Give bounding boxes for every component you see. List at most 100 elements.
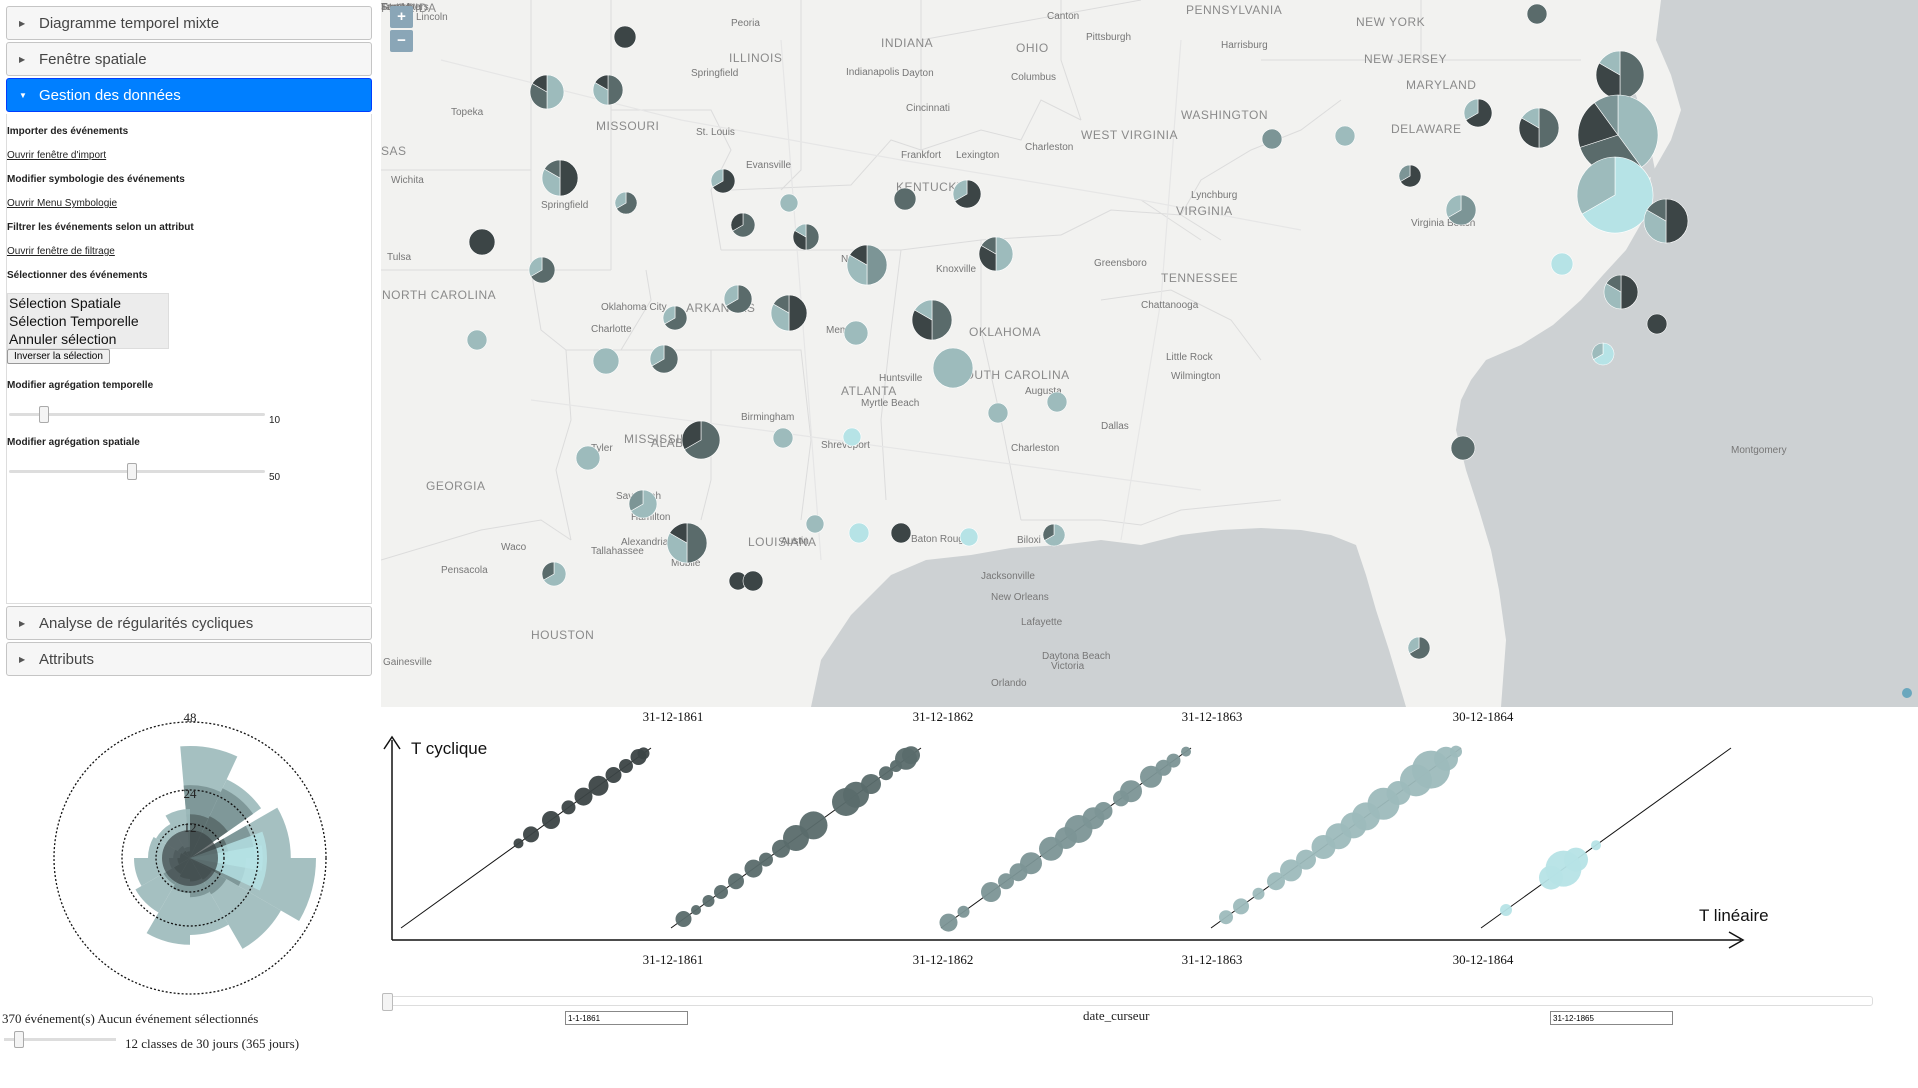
- slider-handle[interactable]: [38, 406, 49, 423]
- event-pie-marker[interactable]: [528, 256, 556, 284]
- event-pie-marker[interactable]: [1577, 94, 1659, 176]
- timeline-event-bubble[interactable]: [981, 882, 1001, 902]
- event-pie-slice[interactable]: [575, 445, 601, 471]
- event-pie-marker[interactable]: [1042, 523, 1066, 547]
- event-pie-slice[interactable]: [1605, 274, 1622, 293]
- event-pie-marker[interactable]: [666, 522, 708, 564]
- event-pie-slice[interactable]: [1577, 102, 1619, 148]
- event-pie-marker[interactable]: [770, 294, 808, 332]
- event-pie-marker[interactable]: [1550, 252, 1574, 276]
- event-pie-slice[interactable]: [1665, 198, 1689, 244]
- event-pie-slice[interactable]: [1447, 194, 1477, 226]
- event-pie-marker[interactable]: [792, 223, 820, 251]
- event-pie-slice[interactable]: [1445, 194, 1462, 218]
- timeline-event-bubble[interactable]: [1252, 887, 1265, 900]
- event-pie-marker[interactable]: [843, 320, 869, 346]
- event-pie-marker[interactable]: [613, 25, 637, 49]
- event-pie-slice[interactable]: [630, 489, 658, 519]
- end-date-input[interactable]: [1550, 1011, 1673, 1025]
- event-pie-slice[interactable]: [1643, 209, 1667, 244]
- event-pie-slice[interactable]: [662, 305, 676, 325]
- timeline-event-bubble[interactable]: [675, 911, 692, 927]
- event-pie-slice[interactable]: [732, 212, 756, 238]
- event-pie-slice[interactable]: [866, 244, 888, 286]
- event-pie-slice[interactable]: [1409, 636, 1431, 660]
- timeline-event-bubble[interactable]: [691, 905, 701, 915]
- event-pie-slice[interactable]: [773, 294, 790, 314]
- timeline-event-bubble[interactable]: [1564, 847, 1588, 872]
- event-pie-marker[interactable]: [1450, 435, 1476, 461]
- timeline-event-bubble[interactable]: [513, 838, 524, 849]
- timeline-event-bubble[interactable]: [1450, 745, 1462, 758]
- timeline-event-bubble[interactable]: [714, 885, 728, 899]
- timeline-event-bubble[interactable]: [759, 852, 773, 867]
- option-temporal-selection[interactable]: Sélection Temporelle: [9, 313, 139, 329]
- event-pie-slice[interactable]: [1518, 117, 1540, 149]
- event-pie-marker[interactable]: [1518, 107, 1560, 149]
- timeline-event-bubble[interactable]: [957, 905, 970, 918]
- event-pie-slice[interactable]: [1450, 435, 1476, 461]
- timeline-event-bubble[interactable]: [728, 873, 744, 890]
- event-pie-slice[interactable]: [1617, 94, 1659, 168]
- event-pie-slice[interactable]: [931, 299, 953, 341]
- event-pie-marker[interactable]: [805, 514, 825, 534]
- event-pie-marker[interactable]: [1576, 156, 1654, 234]
- event-pie-slice[interactable]: [1550, 252, 1574, 276]
- event-pie-marker[interactable]: [1046, 391, 1068, 413]
- event-pie-slice[interactable]: [954, 179, 982, 209]
- event-pie-marker[interactable]: [1398, 164, 1422, 188]
- event-pie-slice[interactable]: [914, 299, 933, 321]
- event-pie-slice[interactable]: [530, 256, 556, 284]
- event-pie-slice[interactable]: [666, 532, 688, 564]
- option-cancel-selection[interactable]: Annuler sélection: [9, 331, 117, 347]
- event-pie-slice[interactable]: [995, 236, 1014, 272]
- event-pie-slice[interactable]: [528, 256, 543, 277]
- zoom-out-button[interactable]: −: [390, 30, 413, 52]
- timeline-event-bubble[interactable]: [879, 766, 893, 781]
- event-pie-marker[interactable]: [842, 427, 862, 447]
- event-pie-marker[interactable]: [890, 522, 912, 544]
- event-pie-marker[interactable]: [1407, 636, 1431, 660]
- event-pie-marker[interactable]: [1463, 98, 1493, 128]
- timeline-event-bubble[interactable]: [799, 811, 828, 840]
- class-slider-track[interactable]: [4, 1038, 116, 1041]
- event-pie-marker[interactable]: [529, 74, 565, 110]
- timeline-event-bubble[interactable]: [902, 746, 920, 765]
- event-pie-marker[interactable]: [779, 193, 799, 213]
- event-pie-slice[interactable]: [805, 514, 825, 534]
- event-pie-slice[interactable]: [1593, 342, 1615, 366]
- event-pie-slice[interactable]: [842, 427, 862, 447]
- timeline-event-bubble[interactable]: [939, 913, 958, 932]
- event-pie-marker[interactable]: [978, 236, 1014, 272]
- event-pie-slice[interactable]: [546, 74, 565, 110]
- timeline-event-bubble[interactable]: [1296, 849, 1316, 870]
- event-pie-marker[interactable]: [952, 179, 982, 209]
- timeline-event-bubble[interactable]: [744, 859, 763, 878]
- event-pie-slice[interactable]: [890, 522, 912, 544]
- event-pie-slice[interactable]: [1407, 636, 1420, 654]
- event-pie-slice[interactable]: [684, 420, 721, 460]
- event-pie-marker[interactable]: [1261, 128, 1283, 150]
- event-pie-slice[interactable]: [843, 320, 869, 346]
- event-pie-marker[interactable]: [468, 228, 496, 256]
- timeline-event-bubble[interactable]: [1166, 753, 1181, 768]
- timeline-event-bubble[interactable]: [574, 787, 593, 806]
- event-pie-slice[interactable]: [1591, 342, 1604, 360]
- timeline-event-bubble[interactable]: [1120, 780, 1142, 803]
- event-pie-marker[interactable]: [575, 445, 601, 471]
- event-pie-marker[interactable]: [710, 168, 736, 194]
- event-pie-marker[interactable]: [1445, 194, 1477, 226]
- event-pie-marker[interactable]: [1334, 125, 1356, 147]
- timeline-event-bubble[interactable]: [1020, 852, 1042, 875]
- temporal-agg-slider[interactable]: 10: [7, 401, 371, 427]
- event-pie-marker[interactable]: [959, 527, 979, 547]
- filter-link[interactable]: Ouvrir fenêtre de filtrage: [7, 246, 115, 257]
- event-pie-slice[interactable]: [1398, 164, 1411, 182]
- event-pie-slice[interactable]: [1576, 156, 1616, 215]
- spatial-agg-slider[interactable]: 50: [7, 458, 371, 484]
- event-pie-slice[interactable]: [805, 223, 820, 251]
- event-pie-marker[interactable]: [628, 489, 658, 519]
- event-pie-slice[interactable]: [1619, 50, 1645, 100]
- map-canvas[interactable]: Lincoln Peoria INDIANA OHIO Canton PENNSYLVAN…: [381, 0, 1918, 707]
- event-pie-slice[interactable]: [544, 159, 561, 179]
